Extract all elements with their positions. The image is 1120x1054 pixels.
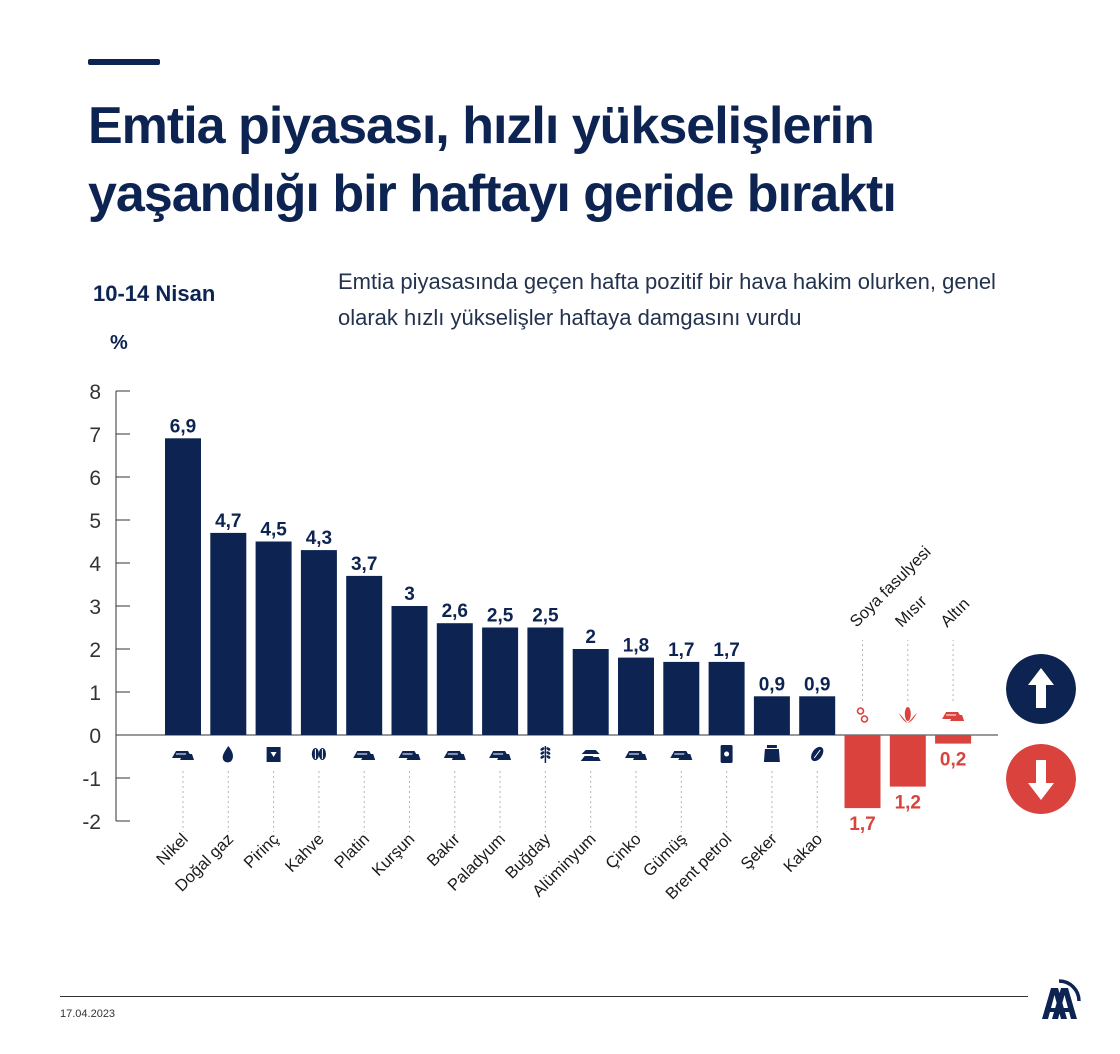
period-label: 10-14 Nisan <box>93 281 216 306</box>
ingot-icon <box>625 751 647 760</box>
publish-date: 17.04.2023 <box>60 1008 116 1020</box>
bar <box>165 438 201 735</box>
corn-icon <box>898 707 917 723</box>
bar-value-label: 4,7 <box>215 511 241 532</box>
bar-value-label: 1,7 <box>713 640 739 661</box>
y-tick-label: 6 <box>89 467 101 490</box>
subtitle: Emtia piyasasında geçen hafta pozitif bi… <box>338 269 996 330</box>
bar-value-label: 2,5 <box>532 606 559 627</box>
bar-value-label: 4,5 <box>260 520 287 541</box>
bar-value-label: 0,9 <box>759 674 785 695</box>
title-line-2: yaşandığı bir haftayı geride bıraktı <box>88 165 897 223</box>
bar-value-label: 2,5 <box>487 606 514 627</box>
cocoa-icon <box>811 746 824 762</box>
bar <box>255 541 292 735</box>
bar-value-label: 1,7 <box>849 814 875 835</box>
gold-bar-icon <box>942 712 965 721</box>
y-tick-label: 5 <box>89 510 101 533</box>
y-tick-label: 1 <box>89 682 101 705</box>
ingot-icon <box>172 751 194 760</box>
bar-value-label: 0,9 <box>804 674 830 695</box>
footer-divider <box>60 996 1028 997</box>
soybean-icon <box>856 707 869 723</box>
category-label: Bakır <box>424 830 464 870</box>
bar <box>618 657 654 735</box>
y-tick-label: 4 <box>89 553 101 576</box>
title-line-1: Emtia piyasası, hızlı yükselişlerin <box>88 97 875 155</box>
bar <box>753 696 790 735</box>
bar-value-label: 3 <box>404 584 415 605</box>
ingot-icon <box>489 751 512 760</box>
bar <box>391 606 428 735</box>
bar-value-label: 1,2 <box>895 793 921 814</box>
category-label: Kurşun <box>369 830 419 880</box>
category-label: Altın <box>937 595 973 631</box>
category-label: Şeker <box>738 830 782 874</box>
category-label: Mısır <box>892 592 931 631</box>
bar <box>527 627 564 735</box>
oil-barrel-icon <box>720 745 733 763</box>
bar <box>210 532 247 735</box>
accent-rule <box>88 59 160 65</box>
bar-value-label: 2,6 <box>442 601 468 622</box>
coffee-bean-icon <box>311 748 326 760</box>
bar-value-label: 6,9 <box>170 416 196 437</box>
bar <box>844 735 881 809</box>
bar <box>436 623 473 735</box>
bar-value-label: 1,7 <box>668 640 694 661</box>
bar-value-label: 4,3 <box>306 528 332 549</box>
ingot-stack-icon <box>580 750 601 761</box>
category-label: Kakao <box>780 830 826 876</box>
bar <box>346 575 383 735</box>
sugar-sack-icon <box>763 745 780 762</box>
ingot-icon <box>443 751 466 760</box>
y-axis-unit: % <box>110 332 128 354</box>
y-tick-label: 3 <box>89 596 101 619</box>
bar <box>935 735 972 744</box>
bar <box>889 735 926 787</box>
y-tick-label: 7 <box>89 424 101 447</box>
page-title: Emtia piyasası, hızlı yükselişlerin yaşa… <box>88 92 1048 228</box>
aa-logo <box>1042 979 1081 1019</box>
arrow-down-icon <box>1006 744 1076 814</box>
bar <box>799 696 836 735</box>
category-label: Pirinç <box>241 830 283 872</box>
y-tick-label: 0 <box>89 725 101 748</box>
bar <box>663 661 700 735</box>
category-label: Çinko <box>602 830 645 873</box>
bar <box>482 627 519 735</box>
ingot-icon <box>353 751 376 760</box>
category-label: Nikel <box>153 830 192 869</box>
category-label: Platin <box>331 830 373 872</box>
bar <box>300 550 337 735</box>
bar-value-label: 0,2 <box>940 750 966 771</box>
rice-sack-icon <box>266 747 281 762</box>
bar <box>708 661 745 735</box>
ingot-icon <box>670 751 693 760</box>
bar-value-label: 2 <box>585 627 596 648</box>
y-tick-label: 2 <box>89 639 101 662</box>
wheat-icon <box>540 746 551 763</box>
y-tick-label: -2 <box>82 811 101 834</box>
flame-icon <box>222 746 233 763</box>
category-label: Kahve <box>282 830 328 876</box>
arrow-up-icon <box>1006 654 1076 724</box>
y-tick-label: 8 <box>89 381 101 404</box>
bar-value-label: 1,8 <box>623 636 649 657</box>
bar-value-label: 3,7 <box>351 554 377 575</box>
ingot-icon <box>398 751 421 760</box>
category-label: Soya fasulyesi <box>847 543 935 631</box>
bar <box>572 649 609 735</box>
y-tick-label: -1 <box>82 768 101 791</box>
